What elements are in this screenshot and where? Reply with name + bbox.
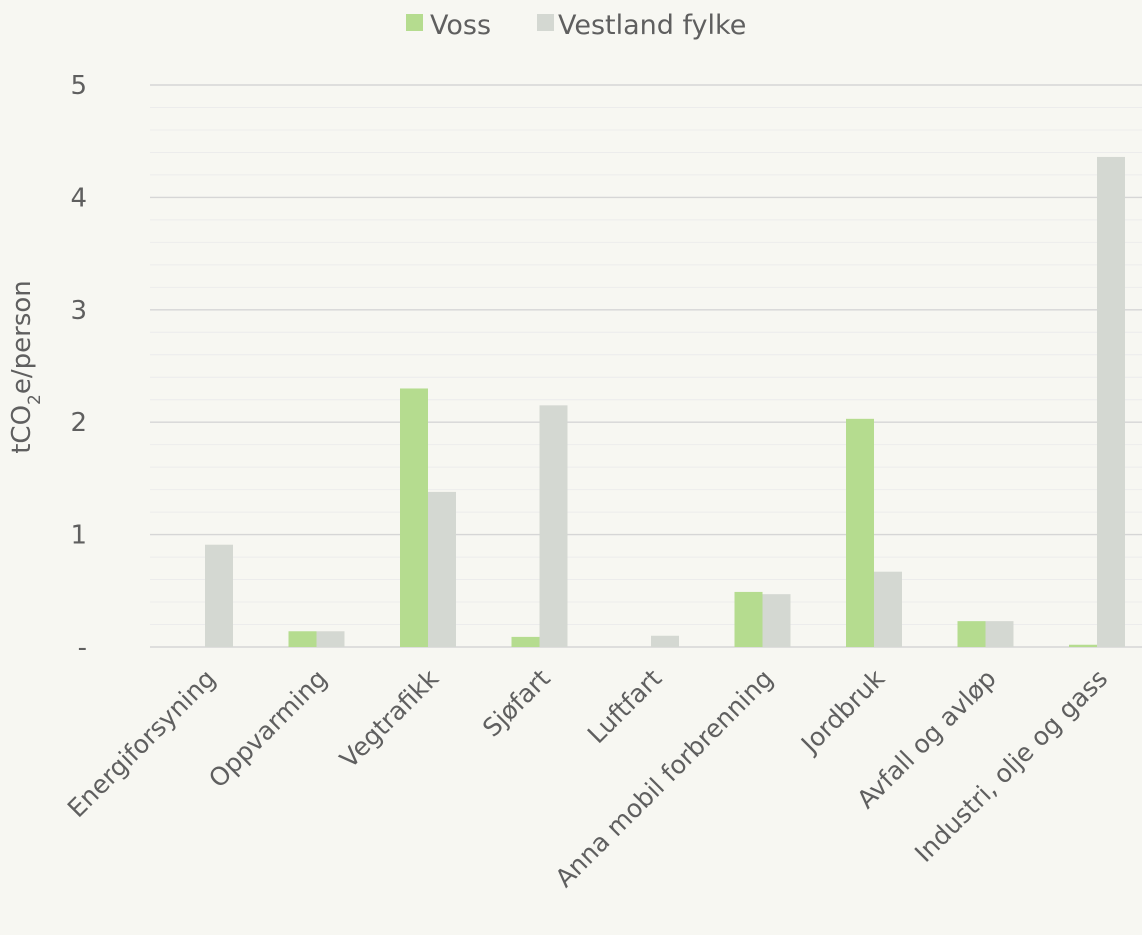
x-category-label: Energiforsyning: [62, 664, 221, 823]
bar-vestland-fylke: [651, 635, 679, 647]
major-gridlines: [150, 84, 1142, 648]
y-tick-label: -: [78, 633, 87, 663]
bar-voss: [511, 636, 540, 647]
x-category-label: Jordbruk: [794, 663, 890, 759]
y-tick-label: 5: [70, 71, 87, 101]
minor-gridlines: [150, 106, 1142, 626]
bar-vestland-fylke: [1097, 156, 1125, 647]
x-category-label: Sjøfart: [477, 664, 556, 743]
bar-voss: [734, 591, 763, 647]
bar-vestland-fylke: [874, 571, 902, 647]
legend-label: Voss: [430, 10, 491, 41]
y-tick-label: 3: [70, 296, 87, 326]
y-axis-title-subscript: 2: [25, 394, 45, 405]
x-category-label: Vegtrafikk: [334, 663, 444, 773]
bar-vestland-fylke: [762, 594, 791, 647]
bar-vestland-fylke: [539, 405, 568, 647]
y-axis-title: tCO2e/person: [7, 280, 45, 454]
bar-voss: [846, 418, 874, 647]
bar-voss: [1069, 644, 1097, 647]
bar-vestland-fylke: [205, 544, 233, 647]
y-axis-ticks: - 1 2 3 4 5: [70, 71, 87, 663]
y-axis-title-main: tCO: [7, 405, 37, 454]
bars: [205, 156, 1125, 647]
y-axis-title-suffix: e/person: [7, 280, 37, 394]
x-category-label: Industri, olje og gass: [909, 664, 1113, 868]
legend-swatch: [406, 14, 423, 31]
legend: Voss Vestland fylke: [406, 10, 746, 41]
y-tick-label: 4: [70, 183, 87, 213]
bar-voss: [957, 621, 986, 647]
x-category-label: Anna mobil forbrenning: [550, 664, 779, 893]
y-tick-label: 2: [70, 408, 87, 438]
x-category-label: Oppvarming: [203, 664, 333, 794]
bar-vestland-fylke: [985, 621, 1014, 647]
bar-vestland-fylke: [428, 491, 456, 647]
x-category-label: Luftfart: [582, 664, 667, 749]
bar-vestland-fylke: [316, 631, 345, 647]
legend-label: Vestland fylke: [558, 10, 746, 41]
y-tick-label: 1: [70, 521, 87, 551]
bar-voss: [400, 388, 428, 647]
bar-voss: [288, 631, 317, 647]
legend-swatch: [537, 14, 554, 31]
